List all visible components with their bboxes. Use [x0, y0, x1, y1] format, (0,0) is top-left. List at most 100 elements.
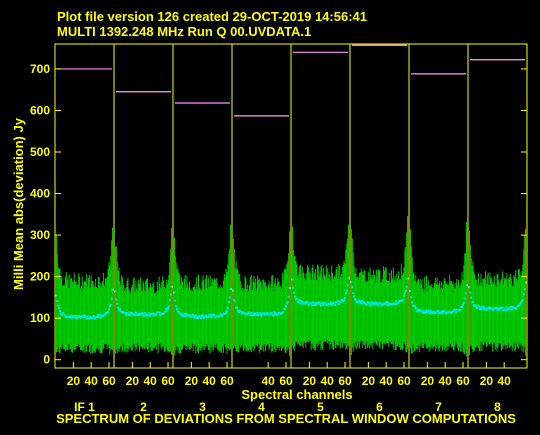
x-tick-label: 20 [126, 374, 140, 388]
x-tick-label: 60 [279, 374, 293, 388]
mean-point [432, 310, 435, 313]
y-tick-label: 400 [30, 187, 50, 201]
header-line-2: MULTI 1392.248 MHz Run Q 00.UVDATA.1 [57, 24, 311, 39]
mean-point [191, 314, 194, 317]
mean-point [303, 302, 306, 305]
mean-point [208, 313, 211, 316]
x-tick-label: 60 [161, 374, 175, 388]
x-tick-label: 20 [303, 374, 317, 388]
mean-point [137, 314, 140, 317]
mean-point [288, 287, 291, 290]
mean-point [481, 307, 484, 310]
mean-point [92, 315, 95, 318]
mean-point [193, 314, 196, 317]
mean-point [129, 313, 132, 316]
mean-point [422, 309, 425, 312]
mean-point [248, 312, 251, 315]
mean-point [262, 312, 265, 315]
mean-point [183, 315, 186, 318]
mean-point [164, 310, 167, 313]
mean-point [272, 314, 275, 317]
mean-point [115, 298, 118, 301]
mean-point [386, 301, 389, 304]
mean-point [476, 306, 479, 309]
x-tick-label: 60 [220, 374, 234, 388]
mean-point [385, 301, 388, 304]
x-tick-label: 20 [480, 374, 494, 388]
mean-point [58, 307, 61, 310]
mean-point [252, 314, 255, 317]
mean-point [221, 313, 224, 316]
x-tick-label: 60 [456, 374, 470, 388]
mean-point [358, 299, 361, 302]
mean-point [426, 311, 429, 314]
mean-point [225, 309, 228, 312]
mean-point [409, 289, 412, 292]
x-tick-label: 60 [338, 374, 352, 388]
x-tick-label: 40 [380, 374, 394, 388]
mean-point [182, 314, 185, 317]
mean-point [346, 284, 349, 287]
mean-point [286, 301, 289, 304]
mean-point [496, 308, 499, 311]
mean-point [343, 296, 346, 299]
mean-point [473, 303, 476, 306]
mean-point [311, 301, 314, 304]
mean-point [482, 305, 485, 308]
mean-point [134, 311, 137, 314]
reference-layer [57, 44, 525, 117]
mean-point [266, 311, 269, 314]
mean-point [464, 292, 467, 295]
mean-point [75, 317, 78, 320]
mean-point [162, 312, 165, 315]
y-tick-label: 600 [30, 103, 50, 117]
mean-point [167, 305, 170, 308]
mean-point [138, 312, 141, 315]
mean-point [276, 313, 279, 316]
mean-point [88, 317, 91, 320]
mean-point [384, 302, 387, 305]
mean-point [265, 313, 268, 316]
mean-point [356, 301, 359, 304]
mean-point [169, 293, 172, 296]
mean-point [403, 292, 406, 295]
mean-point [68, 316, 71, 319]
mean-point [521, 298, 524, 301]
mean-point [219, 313, 222, 316]
x-axis-label: Spectral channels [241, 387, 352, 402]
mean-point [522, 293, 525, 296]
y-tick-label: 700 [30, 62, 50, 76]
mean-point [268, 313, 271, 316]
mean-point [520, 299, 523, 302]
mean-point [99, 316, 102, 319]
y-tick-label: 0 [43, 353, 50, 367]
mean-point [501, 306, 504, 309]
mean-point [429, 309, 432, 312]
mean-point [498, 307, 501, 310]
x-tick-label: 40 [203, 374, 217, 388]
mean-point [421, 310, 424, 313]
mean-point [225, 311, 228, 314]
mean-point [270, 311, 273, 314]
mean-point [485, 308, 488, 311]
mean-point [484, 307, 487, 310]
mean-point [332, 301, 335, 304]
mean-point [249, 314, 252, 317]
mean-point [413, 305, 416, 308]
mean-point [301, 300, 304, 303]
mean-point [401, 300, 404, 303]
mean-point [480, 305, 483, 308]
mean-point [524, 281, 527, 284]
mean-point [363, 302, 366, 305]
mean-point [406, 277, 409, 280]
mean-point [443, 309, 446, 312]
mean-point [143, 312, 146, 315]
mean-point [111, 288, 114, 291]
mean-point [226, 307, 229, 310]
mean-point [117, 306, 120, 309]
mean-point [149, 314, 152, 317]
mean-point [462, 301, 465, 304]
mean-point [97, 314, 100, 317]
